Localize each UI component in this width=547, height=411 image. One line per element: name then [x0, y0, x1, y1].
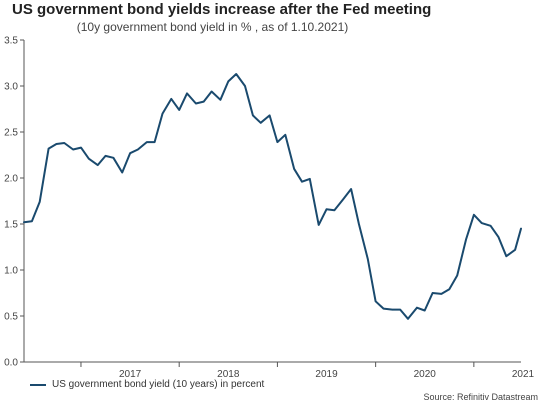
y-tick-label: 2.5 — [4, 128, 18, 139]
y-axis: 0.0 0.5 1.0 1.5 2.0 2.5 3.0 3.5 — [4, 36, 25, 369]
y-tick-label: 3.0 — [4, 82, 18, 93]
y-tick-label: 0.5 — [4, 312, 18, 323]
x-tick-label: 2017 — [119, 369, 142, 380]
x-tick-label: 2018 — [217, 369, 240, 380]
chart-title: US government bond yields increase after… — [12, 1, 432, 18]
y-tick-label: 2.0 — [4, 174, 18, 185]
x-tick-label: 2019 — [315, 369, 338, 380]
legend: US government bond yield (10 years) in p… — [30, 379, 264, 390]
series-group — [23, 73, 522, 320]
series-line — [23, 73, 522, 320]
x-tick-label: 2021 — [512, 369, 535, 380]
y-tick-label: 0.0 — [4, 358, 18, 369]
x-tick-label: 2020 — [414, 369, 437, 380]
legend-label: US government bond yield (10 years) in p… — [52, 379, 265, 390]
y-tick-label: 1.0 — [4, 266, 18, 277]
y-tick-label: 3.5 — [4, 36, 18, 47]
x-axis: 2017 2018 2019 2020 2021 — [24, 361, 535, 380]
chart-subtitle: (10y government bond yield in % , as of … — [76, 20, 349, 34]
source-note: Source: Refinitiv Datastream — [423, 392, 538, 402]
y-tick-label: 1.5 — [4, 220, 18, 231]
legend-swatch — [30, 383, 46, 386]
